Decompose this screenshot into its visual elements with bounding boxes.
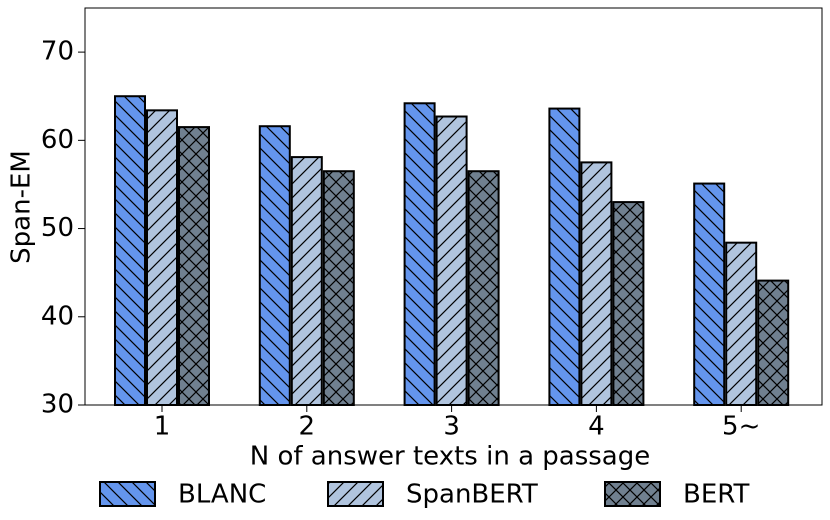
y-tick-label: 30 (41, 390, 74, 420)
plot-frame (84, 7, 823, 406)
legend-swatch-hatch (327, 481, 384, 507)
x-tick-label: 4 (588, 412, 605, 442)
y-tick-label: 60 (41, 125, 74, 155)
x-axis-label: N of answer texts in a passage (250, 442, 650, 472)
legend-label: BERT (683, 480, 749, 510)
bar (725, 241, 758, 406)
bar (467, 170, 500, 406)
legend-swatch-hatch (604, 481, 661, 507)
legend-label: SpanBERT (406, 480, 538, 510)
x-tick-label: 1 (154, 412, 171, 442)
x-tick-label: 3 (443, 412, 460, 442)
y-tick-label: 40 (41, 301, 74, 331)
x-tick-label: 2 (299, 412, 316, 442)
bar (322, 170, 355, 406)
x-tick-label: 5~ (722, 412, 760, 442)
bar (612, 201, 645, 406)
bar (290, 156, 323, 406)
y-tick-label: 70 (41, 37, 74, 67)
legend-label: BLANC (178, 480, 266, 510)
bar (548, 107, 581, 406)
legend-swatch-hatch (99, 481, 156, 507)
bar (146, 109, 178, 407)
bar (258, 125, 291, 407)
bar (757, 279, 790, 406)
bar (435, 115, 468, 406)
y-tick-label: 50 (41, 213, 74, 243)
bar (178, 126, 210, 406)
bar (403, 102, 436, 406)
bar (580, 161, 613, 406)
bar (693, 182, 726, 406)
bar (114, 95, 146, 406)
y-axis-label: Span-EM (7, 150, 37, 264)
